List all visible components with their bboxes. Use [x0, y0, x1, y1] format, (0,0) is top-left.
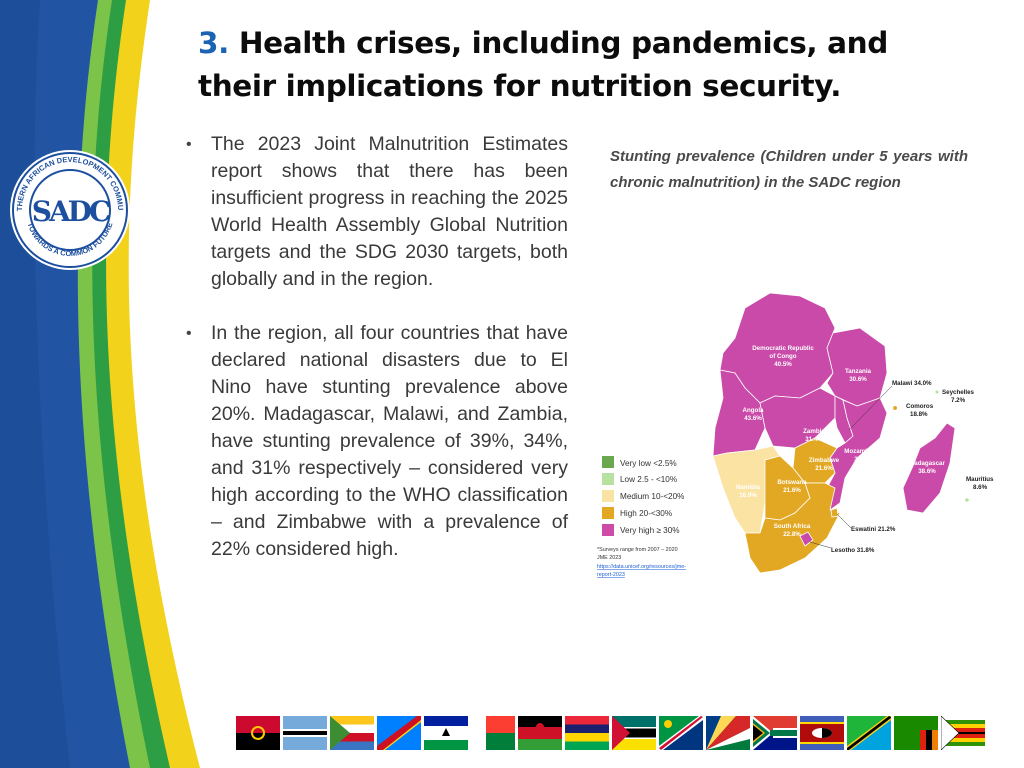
label-angola-value: 43.6% [744, 415, 762, 422]
label-zambia-name: Zambia [803, 428, 825, 435]
legend-swatch-medium [602, 490, 614, 502]
flag-seychelles [706, 716, 750, 750]
label-south-africa-name: South Africa [774, 523, 811, 530]
label-zimbabwe-name: Zimbabwe [809, 457, 840, 464]
label-angola-name: Angola [743, 407, 765, 414]
legend-low: Low 2.5 - <10% [620, 475, 677, 484]
callout-comoros-name: Comoros [906, 403, 934, 410]
flag-madagascar [471, 716, 515, 750]
flag-zambia [894, 716, 938, 750]
label-tanzania-name: Tanzania [845, 368, 872, 375]
country-mauritius [965, 498, 969, 502]
member-flags-row [236, 716, 1006, 752]
map-legend: Very low <2.5% Low 2.5 - <10% Medium 10-… [602, 456, 684, 536]
title-line-2: their implications for nutrition securit… [198, 69, 842, 103]
country-seychelles [935, 390, 939, 394]
bullet-item-1: The 2023 Joint Malnutrition Estimates re… [186, 131, 568, 293]
label-madagascar-value: 38.6% [918, 468, 936, 475]
flag-malawi [518, 716, 562, 750]
callout-mauritius-name: Mauritius [966, 476, 994, 483]
label-namibia-name: Namibia [736, 484, 761, 491]
flag-lesotho [424, 716, 468, 750]
legend-swatch-very-high [602, 524, 614, 536]
country-tanzania [826, 327, 888, 407]
flag-angola [236, 716, 280, 750]
label-botswana-name: Botswana [777, 479, 807, 486]
flag-eswatini [800, 716, 844, 750]
label-drc-name-2: of Congo [769, 353, 796, 360]
country-lesotho [799, 531, 814, 547]
legend-very-high: Very high ≥ 30% [620, 526, 680, 535]
map-caption: Stunting prevalence (Children under 5 ye… [610, 148, 968, 191]
bullet-list: The 2023 Joint Malnutrition Estimates re… [186, 131, 568, 563]
logo-center-text: SADC [32, 195, 110, 228]
label-mozambique-value: 36.4% [854, 456, 872, 463]
flag-namibia [659, 716, 703, 750]
map-source-link-1[interactable]: https://data.unicef.org/resources/jme- [597, 564, 686, 570]
callout-seychelles-value: 7.2% [951, 397, 966, 404]
flag-dr-congo [377, 716, 421, 750]
country-eswatini [830, 507, 839, 518]
country-shapes [712, 292, 969, 574]
callout-eswatini: Eswatini 21.2% [851, 526, 896, 533]
bullet-item-2: In the region, all four countries that h… [186, 320, 568, 563]
slide-title: 3. Health crises, including pandemics, a… [198, 22, 978, 108]
legend-swatch-high [602, 507, 614, 519]
map-source-link-2[interactable]: report-2023 [597, 572, 625, 578]
map-note-2: JME 2023 [597, 555, 621, 561]
flag-comoros [330, 716, 374, 750]
label-namibia-value: 16.9% [739, 492, 757, 499]
map-note-1: *Surveys range from 2007 – 2020 [597, 547, 678, 553]
label-tanzania-value: 30.6% [849, 376, 867, 383]
label-zimbabwe-value: 21.6% [815, 465, 833, 472]
label-mozambique-name: Mozambique [844, 448, 882, 455]
label-madagascar-name: Madagascar [909, 460, 945, 467]
title-dot: . [218, 26, 229, 60]
stunting-map: Democratic Republic of Congo 40.5% Tanza… [597, 292, 994, 578]
label-zambia-value: 31.4% [805, 436, 823, 443]
label-drc-name-1: Democratic Republic [752, 345, 814, 352]
callout-seychelles-name: Seychelles [942, 389, 975, 396]
legend-swatch-very-low [602, 456, 614, 468]
flag-zimbabwe [941, 716, 985, 750]
flag-mozambique [612, 716, 656, 750]
legend-high: High 20-<30% [620, 509, 672, 518]
legend-swatch-low [602, 473, 614, 485]
callout-line-malawi [848, 385, 893, 431]
legend-very-low: Very low <2.5% [620, 459, 677, 468]
country-comoros [893, 406, 898, 410]
callout-comoros-value: 18.8% [910, 411, 928, 418]
title-number: 3 [198, 26, 219, 60]
callout-line-eswatini [836, 513, 852, 529]
callout-line-lesotho [809, 541, 832, 549]
label-drc-value: 40.5% [774, 361, 792, 368]
flag-tanzania [847, 716, 891, 750]
country-south-africa [744, 482, 841, 574]
country-madagascar [902, 422, 956, 514]
flag-mauritius [565, 716, 609, 750]
legend-medium: Medium 10-<20% [620, 492, 684, 501]
callout-mauritius-value: 8.6% [973, 484, 988, 491]
flag-botswana [283, 716, 327, 750]
title-line-1: Health crises, including pandemics, and [228, 26, 889, 60]
flag-south-africa [753, 716, 797, 750]
label-south-africa-value: 22.8% [783, 531, 801, 538]
decorative-left-band [0, 0, 200, 768]
sadc-logo: SOUTHERN AFRICAN DEVELOPMENT COMMUNITY T… [8, 148, 130, 270]
callout-lesotho: Lesotho 31.8% [831, 547, 875, 554]
callout-malawi: Malawi 34.0% [892, 380, 932, 387]
label-botswana-value: 21.6% [783, 487, 801, 494]
